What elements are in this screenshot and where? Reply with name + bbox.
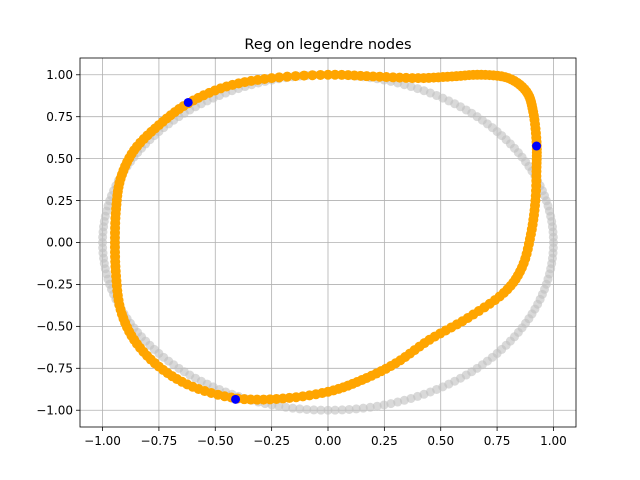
curve-point (299, 70, 310, 81)
curve-point (274, 72, 285, 83)
reference-point (295, 404, 305, 414)
reference-point (330, 405, 340, 415)
node-point (532, 141, 542, 151)
x-tick-label: 0.00 (315, 434, 342, 448)
curve-point (472, 69, 483, 80)
x-tick-label: 0.50 (427, 434, 454, 448)
node-point (183, 97, 193, 107)
regularized-curve-series (109, 69, 542, 405)
y-tick-label: 0.25 (46, 194, 73, 208)
reference-point (323, 405, 333, 415)
reference-point (372, 401, 382, 411)
node-series (183, 97, 542, 404)
y-tick-label: −0.25 (36, 278, 73, 292)
reference-point (316, 405, 326, 415)
curve-point (307, 70, 318, 81)
reference-point (365, 402, 375, 412)
reference-point (379, 400, 389, 410)
tick-layer: −1.00 −0.75 −0.50 −0.25 0.00 0.25 0.50 0.75 1.00… (36, 68, 567, 448)
curve-point (282, 71, 293, 82)
node-point (231, 394, 241, 404)
reference-point (344, 404, 354, 414)
curve-point (266, 73, 277, 84)
curve-point (315, 69, 326, 80)
reference-point (548, 243, 558, 253)
x-tick-label: −0.25 (253, 434, 290, 448)
reference-point (288, 403, 298, 413)
reference-point (351, 404, 361, 414)
curve-point (290, 71, 301, 82)
y-tick-label: 0.00 (46, 236, 73, 250)
reference-point (337, 405, 347, 415)
y-tick-label: −0.75 (36, 361, 73, 375)
x-tick-label: −0.50 (197, 434, 234, 448)
reference-point (281, 402, 291, 412)
x-tick-label: −0.75 (141, 434, 178, 448)
x-tick-label: −1.00 (84, 434, 121, 448)
y-tick-label: 0.50 (46, 152, 73, 166)
reference-point (302, 404, 312, 414)
curve-point (323, 69, 333, 80)
y-tick-label: 0.75 (46, 110, 73, 124)
x-tick-label: 0.75 (484, 434, 511, 448)
chart-title: Reg on legendre nodes (244, 37, 411, 53)
reference-point (358, 403, 368, 413)
reference-point (309, 405, 319, 415)
y-tick-label: −1.00 (36, 403, 73, 417)
y-tick-label: −0.50 (36, 320, 73, 334)
y-tick-label: 1.00 (46, 68, 73, 82)
reference-point (386, 399, 396, 409)
x-tick-label: 1.00 (540, 434, 567, 448)
x-tick-label: 0.25 (371, 434, 398, 448)
